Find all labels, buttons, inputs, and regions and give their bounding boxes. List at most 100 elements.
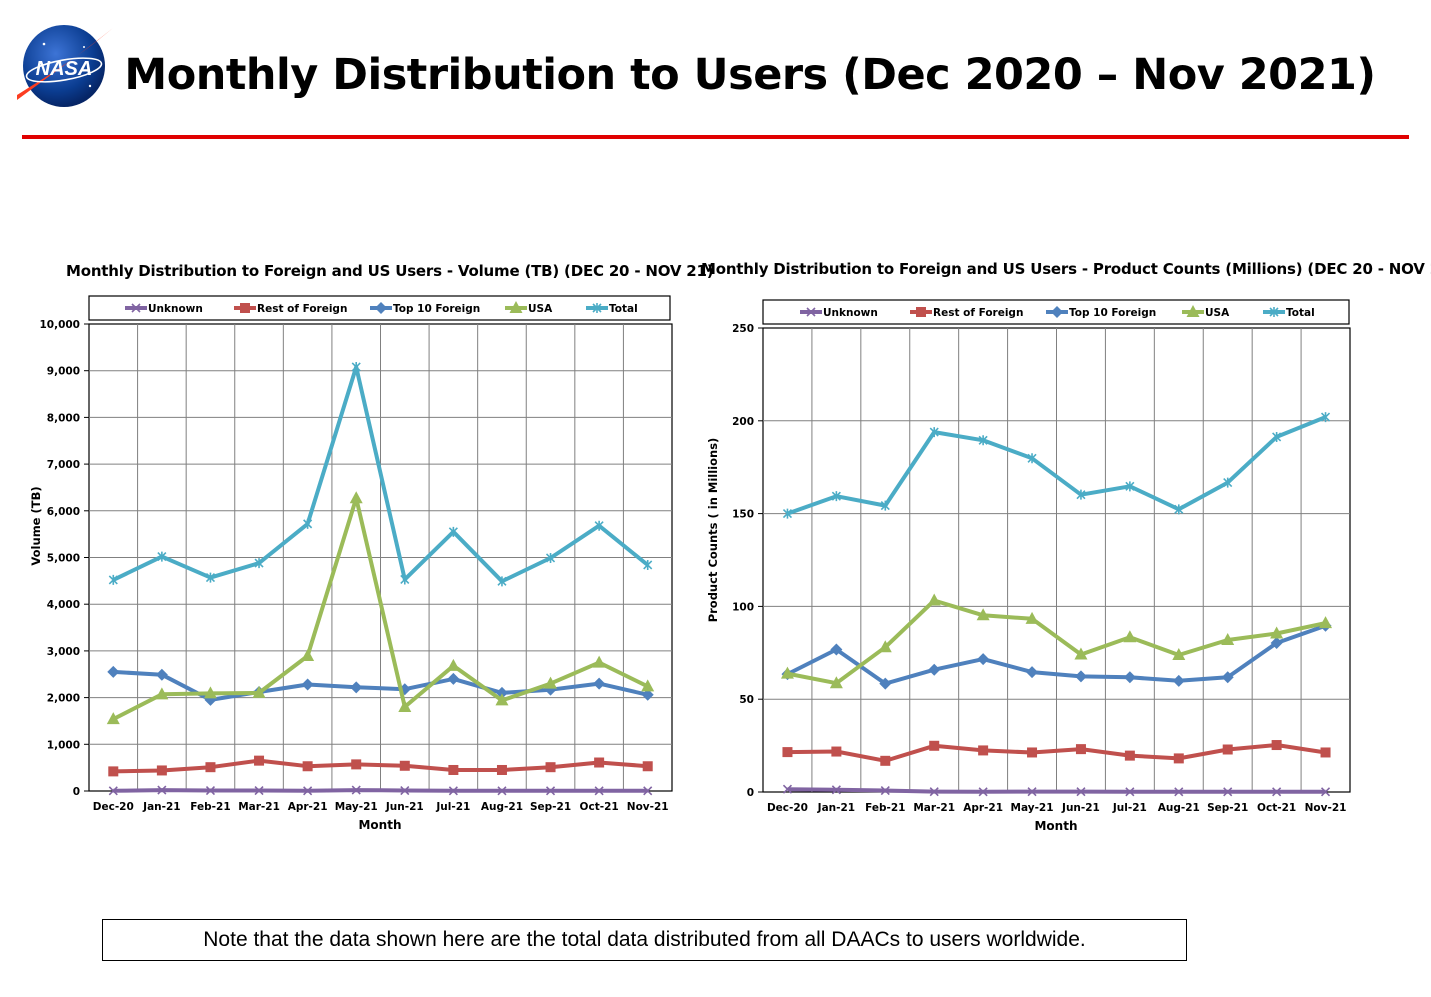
counts-point-usa bbox=[878, 640, 892, 653]
volume-legend: Unknown Rest of Foreign Top 10 Foreign USA T… bbox=[88, 295, 671, 321]
volume-line-total bbox=[112, 365, 649, 584]
counts-point-top-10-foreign bbox=[830, 643, 843, 656]
volume-grid bbox=[84, 323, 673, 792]
counts-point-rest-of-foreign bbox=[1173, 753, 1184, 764]
counts-ytick-label: 0 bbox=[747, 787, 754, 799]
counts-line-unknown bbox=[787, 787, 1326, 794]
counts-point-usa bbox=[1123, 630, 1137, 643]
volume-x-axis-label: Month bbox=[358, 818, 401, 832]
volume-ytick-label: 0 bbox=[73, 786, 80, 798]
volume-point-top-10-foreign bbox=[641, 688, 654, 701]
counts-point-top-10-foreign bbox=[879, 677, 892, 690]
counts-point-top-10-foreign bbox=[977, 653, 990, 666]
volume-point-usa bbox=[301, 649, 315, 662]
counts-point-total bbox=[1174, 504, 1184, 515]
counts-legend-marker-rest-of-foreign bbox=[916, 307, 926, 317]
counts-legend-marker-unknown bbox=[806, 307, 816, 317]
counts-point-total bbox=[1125, 481, 1135, 492]
counts-point-unknown bbox=[1320, 787, 1331, 797]
volume-xtick-label: Jun-21 bbox=[385, 801, 424, 813]
volume-point-rest-of-foreign bbox=[594, 757, 605, 768]
counts-point-unknown bbox=[831, 785, 841, 795]
volume-point-top-10-foreign bbox=[301, 678, 314, 691]
counts-series-rest-of-foreign bbox=[782, 740, 1331, 766]
volume-line-unknown bbox=[113, 788, 648, 793]
counts-point-total bbox=[1027, 453, 1037, 464]
volume-point-top-10-foreign bbox=[350, 681, 363, 694]
volume-point-unknown bbox=[303, 786, 313, 796]
volume-point-usa bbox=[203, 686, 217, 699]
volume-point-unknown bbox=[448, 786, 458, 796]
volume-point-unknown bbox=[108, 786, 118, 796]
volume-legend-marker-unknown bbox=[131, 303, 141, 313]
volume-legend-marker-top-10-foreign bbox=[375, 302, 387, 314]
counts-line-usa bbox=[787, 598, 1326, 686]
counts-xtick-label: Sep-21 bbox=[1207, 802, 1248, 814]
nasa-logo: NASA bbox=[14, 22, 116, 108]
volume-point-total bbox=[303, 518, 313, 529]
volume-point-usa bbox=[398, 699, 412, 712]
counts-legend-label-total: Total bbox=[1286, 307, 1315, 319]
counts-legend-label-unknown: Unknown bbox=[823, 307, 878, 319]
counts-legend-marker-usa bbox=[1186, 305, 1200, 317]
counts-point-rest-of-foreign bbox=[831, 746, 842, 757]
volume-point-rest-of-foreign bbox=[302, 761, 313, 772]
counts-point-total bbox=[929, 427, 939, 438]
counts-xtick-label: Mar-21 bbox=[913, 802, 955, 814]
volume-point-unknown bbox=[594, 786, 604, 796]
volume-series-rest-of-foreign bbox=[108, 755, 653, 777]
counts-point-unknown bbox=[1027, 787, 1037, 797]
counts-series-total bbox=[782, 412, 1331, 519]
product-counts-chart-title: Monthly Distribution to Foreign and US U… bbox=[701, 260, 1431, 278]
volume-point-usa bbox=[495, 693, 509, 706]
volume-xtick-label: May-21 bbox=[335, 801, 378, 813]
volume-xtick-label: Dec-20 bbox=[93, 801, 134, 813]
counts-xtick-label: Jun-21 bbox=[1061, 802, 1100, 814]
volume-point-total bbox=[448, 526, 458, 537]
counts-point-total bbox=[1320, 412, 1331, 423]
counts-point-total bbox=[978, 435, 988, 446]
counts-point-top-10-foreign bbox=[928, 663, 941, 676]
volume-point-total bbox=[497, 576, 507, 587]
counts-point-top-10-foreign bbox=[1074, 670, 1087, 683]
counts-point-top-10-foreign bbox=[1270, 636, 1283, 649]
counts-ytick-label: 100 bbox=[732, 601, 754, 613]
counts-legend-marker-total bbox=[1269, 307, 1279, 317]
volume-point-top-10-foreign bbox=[107, 665, 120, 678]
volume-point-total bbox=[545, 552, 556, 563]
volume-ytick-label: 4,000 bbox=[47, 599, 80, 611]
counts-grid bbox=[758, 327, 1351, 793]
counts-point-unknown bbox=[1174, 787, 1184, 797]
volume-ytick-label: 8,000 bbox=[47, 412, 80, 424]
counts-x-axis-label: Month bbox=[1034, 819, 1077, 833]
counts-point-total bbox=[880, 500, 890, 511]
counts-legend: Unknown Rest of Foreign Top 10 Foreign USA T… bbox=[762, 299, 1350, 325]
volume-y-axis-label: Volume (TB) bbox=[29, 486, 43, 565]
volume-point-unknown bbox=[545, 786, 556, 796]
volume-ytick-label: 10,000 bbox=[39, 319, 80, 331]
volume-point-unknown bbox=[497, 786, 507, 796]
counts-point-unknown bbox=[1223, 787, 1233, 797]
counts-point-rest-of-foreign bbox=[1124, 750, 1135, 761]
counts-point-top-10-foreign bbox=[1026, 666, 1039, 679]
note-text: Note that the data shown here are the to… bbox=[203, 928, 1086, 951]
volume-point-rest-of-foreign bbox=[448, 764, 459, 775]
counts-ytick-label: 250 bbox=[732, 323, 754, 335]
volume-ytick-label: 9,000 bbox=[47, 366, 80, 378]
counts-legend-label-rest-of-foreign: Rest of Foreign bbox=[933, 307, 1023, 319]
volume-point-unknown bbox=[157, 785, 167, 795]
volume-point-rest-of-foreign bbox=[545, 762, 556, 773]
volume-point-total bbox=[205, 572, 216, 583]
volume-point-rest-of-foreign bbox=[205, 762, 216, 773]
counts-point-total bbox=[831, 491, 841, 502]
counts-point-unknown bbox=[1076, 787, 1086, 797]
volume-xtick-label: Apr-21 bbox=[288, 801, 328, 813]
counts-xtick-label: Nov-21 bbox=[1305, 802, 1347, 814]
volume-point-usa bbox=[641, 679, 655, 692]
counts-point-top-10-foreign bbox=[1221, 671, 1234, 684]
counts-point-usa bbox=[1319, 616, 1333, 629]
volume-point-usa bbox=[252, 685, 266, 698]
volume-point-top-10-foreign bbox=[155, 668, 168, 681]
